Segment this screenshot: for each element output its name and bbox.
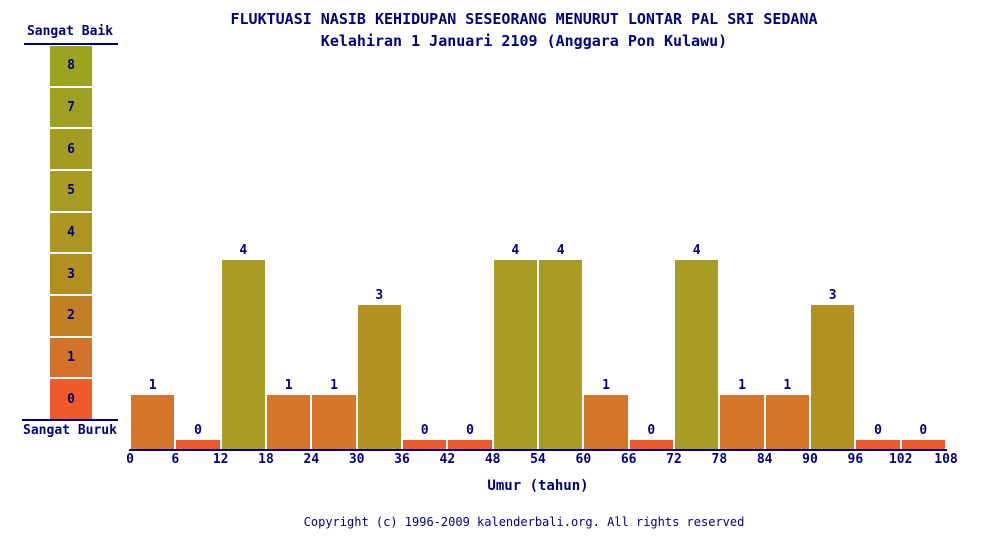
bar-age-36-42 bbox=[403, 440, 447, 449]
bar-value-label: 1 bbox=[284, 378, 293, 393]
bar-age-18-24 bbox=[267, 395, 311, 449]
x-tick-42: 42 bbox=[439, 452, 456, 467]
bar-value-label: 4 bbox=[239, 243, 248, 258]
legend-level-value: 4 bbox=[67, 225, 75, 241]
x-axis-line bbox=[129, 449, 947, 451]
legend-level-value: 2 bbox=[67, 308, 75, 324]
x-tick-66: 66 bbox=[620, 452, 637, 467]
bar-age-24-30 bbox=[312, 395, 356, 449]
x-tick-48: 48 bbox=[484, 452, 501, 467]
legend-level-value: 3 bbox=[67, 266, 75, 282]
bar-value-label: 0 bbox=[194, 423, 202, 438]
bar-value-label: 0 bbox=[647, 423, 656, 438]
bar-value-label: 3 bbox=[828, 288, 837, 303]
plot-area: 1 0 4 1 1 3 0 0 4 4 1 0 4 1 1 3 0 0 bbox=[130, 89, 946, 449]
bar-value-label: 0 bbox=[919, 423, 928, 438]
legend-level-2: 2 bbox=[50, 296, 92, 338]
x-tick-18: 18 bbox=[258, 452, 274, 467]
chart-title-block: FLUKTUASI NASIB KEHIDUPAN SESEORANG MENU… bbox=[40, 8, 1008, 52]
bar-value-label: 1 bbox=[148, 378, 157, 393]
bar-age-90-96 bbox=[811, 305, 855, 449]
bar-value-label: 1 bbox=[738, 378, 746, 393]
x-tick-78: 78 bbox=[711, 452, 728, 467]
legend-level-3: 3 bbox=[50, 254, 92, 297]
legend-level-value: 8 bbox=[67, 58, 75, 74]
x-tick-30: 30 bbox=[348, 452, 365, 467]
bar-value-label: 0 bbox=[874, 423, 882, 438]
bar-age-60-66 bbox=[584, 395, 628, 449]
bar-value-label: 1 bbox=[602, 378, 610, 393]
bar-value-label: 1 bbox=[330, 378, 338, 393]
bar-value-label: 4 bbox=[511, 243, 520, 258]
bar-age-0-6 bbox=[131, 395, 175, 449]
bar-age-48-54 bbox=[493, 260, 537, 449]
bar-age-66-72 bbox=[629, 440, 673, 449]
legend-bottom-rule bbox=[22, 419, 118, 421]
bar-age-54-60 bbox=[539, 260, 583, 449]
x-axis-title: Umur (tahun) bbox=[487, 478, 589, 494]
x-tick-24: 24 bbox=[303, 452, 320, 467]
bar-age-6-12 bbox=[176, 440, 220, 449]
legend-level-6: 6 bbox=[50, 129, 92, 172]
legend-level-value: 0 bbox=[67, 391, 75, 407]
bar-age-12-18 bbox=[221, 260, 265, 449]
bar-value-label: 4 bbox=[556, 243, 565, 258]
bar-value-label: 4 bbox=[692, 243, 701, 258]
x-tick-54: 54 bbox=[530, 452, 546, 467]
copyright-text: Copyright (c) 1996-2009 kalenderbali.org… bbox=[303, 515, 745, 529]
bar-age-96-102 bbox=[856, 440, 900, 449]
bar-value-label: 1 bbox=[783, 378, 792, 393]
x-tick-102: 102 bbox=[888, 452, 913, 467]
legend-bottom-label: Sangat Buruk bbox=[23, 423, 117, 438]
bar-value-label: 3 bbox=[375, 288, 384, 303]
x-tick-6: 6 bbox=[171, 452, 180, 467]
chart-title: FLUKTUASI NASIB KEHIDUPAN SESEORANG MENU… bbox=[230, 10, 818, 28]
x-tick-36: 36 bbox=[394, 452, 410, 467]
legend-level-7: 7 bbox=[50, 87, 92, 130]
bar-age-78-84 bbox=[720, 395, 764, 449]
bar-age-30-36 bbox=[357, 305, 401, 449]
bar-age-102-108 bbox=[901, 440, 945, 449]
x-axis-ticks: 0 6 12 18 24 30 36 42 48 54 60 66 72 78 84 90 96 102 108 bbox=[126, 452, 958, 468]
legend-level-0: 0 bbox=[50, 379, 92, 420]
legend-level-value: 5 bbox=[67, 183, 75, 199]
x-tick-84: 84 bbox=[756, 452, 773, 467]
legend-top-rule bbox=[24, 43, 118, 45]
legend-level-8: 8 bbox=[50, 46, 92, 88]
x-tick-108: 108 bbox=[934, 452, 958, 467]
bar-age-84-90 bbox=[765, 395, 809, 449]
legend-top-label: Sangat Baik bbox=[26, 24, 114, 39]
legend-level-value: 6 bbox=[67, 141, 75, 157]
bar-value-label: 0 bbox=[466, 423, 474, 438]
x-tick-0: 0 bbox=[126, 452, 134, 467]
x-tick-60: 60 bbox=[575, 452, 592, 467]
x-tick-90: 90 bbox=[802, 452, 818, 467]
legend-level-4: 4 bbox=[50, 212, 92, 255]
bar-age-42-48 bbox=[448, 440, 492, 449]
x-tick-96: 96 bbox=[847, 452, 864, 467]
x-tick-12: 12 bbox=[212, 452, 229, 467]
legend-level-value: 1 bbox=[67, 350, 75, 366]
chart-subtitle: Kelahiran 1 Januari 2109 (Anggara Pon Ku… bbox=[320, 32, 728, 50]
x-tick-72: 72 bbox=[666, 452, 682, 467]
legend-level-1: 1 bbox=[50, 337, 92, 380]
legend-level-value: 7 bbox=[67, 100, 75, 115]
bar-age-72-78 bbox=[675, 260, 719, 449]
legend-level-5: 5 bbox=[50, 171, 92, 213]
legend-scale: 8 7 6 5 4 3 2 1 0 bbox=[50, 46, 92, 420]
bar-value-label: 0 bbox=[420, 423, 429, 438]
